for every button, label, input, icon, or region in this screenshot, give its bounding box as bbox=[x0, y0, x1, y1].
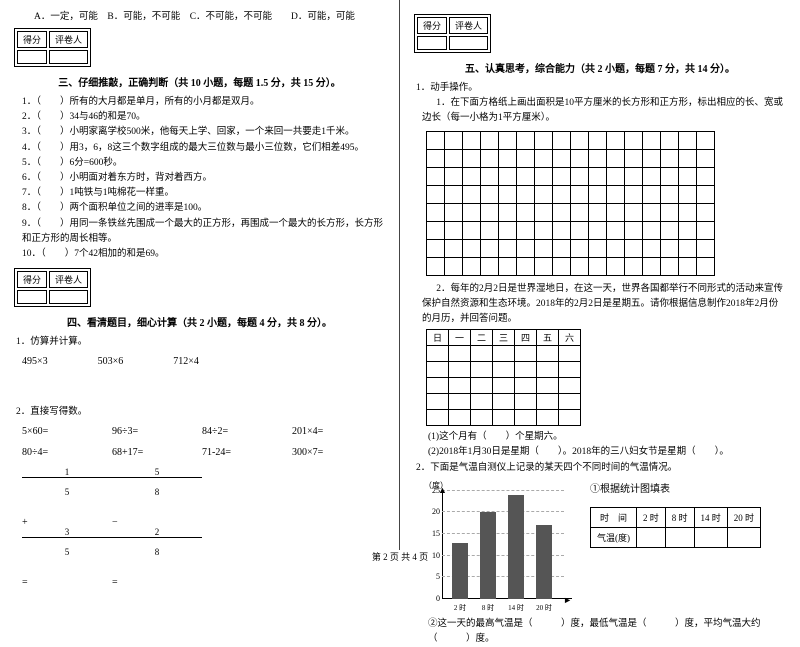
s3-item: 1．（ ）所有的大月都是单月，所有的小月都是双月。 bbox=[22, 95, 385, 110]
s3-item: 6．（ ）小明面对着东方时，背对着西方。 bbox=[22, 171, 385, 186]
section-3-items: 1．（ ）所有的大月都是单月，所有的小月都是双月。 2．（ ）34与46的和是7… bbox=[14, 95, 385, 262]
stat-table: 时 间2 时8 时14 时20 时气温(度) bbox=[590, 507, 761, 548]
right-column: 得分评卷人 五、认真思考，综合能力（共 2 小题，每题 7 分，共 14 分）。… bbox=[400, 0, 800, 550]
s4-q1: 1．仿算并计算。 bbox=[16, 335, 385, 350]
s3-item: 7．（ ）1吨铁与1吨棉花一样重。 bbox=[22, 186, 385, 201]
s5-q1: 1．动手操作。 bbox=[416, 81, 786, 96]
score-label: 得分 bbox=[17, 271, 47, 288]
s3-item: 4．（ ）用3，6，8这三个数字组成的最大三位数与最小三位数，它们相差495。 bbox=[22, 141, 385, 156]
s3-item: 3．（ ）小明家离学校500米，他每天上学、回家，一个来回一共要走1千米。 bbox=[22, 125, 385, 140]
chart-side: ①根据统计图填表 时 间2 时8 时14 时20 时气温(度) bbox=[590, 480, 761, 548]
s3-item: 10．（ ）7个42相加的和是69。 bbox=[22, 247, 385, 262]
calc-cell: 68+17= bbox=[112, 447, 202, 458]
score-label: 得分 bbox=[17, 31, 47, 48]
calc-row: 495×3 503×6 712×4 bbox=[22, 356, 385, 367]
grader-label: 评卷人 bbox=[49, 271, 88, 288]
page-footer: 第 2 页 共 4 页 bbox=[0, 550, 800, 563]
calc-cell: 71-24= bbox=[202, 447, 292, 458]
calendar: 日一二三四五六 bbox=[414, 329, 786, 426]
score-label: 得分 bbox=[417, 17, 447, 34]
score-box-3: 得分评卷人 bbox=[14, 28, 91, 67]
left-column: A．一定，可能 B．可能，不可能 C．不可能，不可能 D．可能，可能 得分评卷人… bbox=[0, 0, 400, 550]
grader-label: 评卷人 bbox=[49, 31, 88, 48]
s5-q3-text: 2．下面是气温自测仪上记录的某天四个不同时间的气温情况。 bbox=[416, 461, 786, 476]
calc-cell: 5×60= bbox=[22, 426, 112, 437]
s5-q2-sub2: (2)2018年1月30日是星期（ ）。2018年的三八妇女节是星期（ ）。 bbox=[428, 445, 786, 460]
calc-cell: 201×4= bbox=[292, 426, 382, 437]
s5-q2-sub1: (1)这个月有（ ）个星期六。 bbox=[428, 430, 786, 445]
section-3-title: 三、仔细推敲，正确判断（共 10 小题，每题 1.5 分，共 15 分）。 bbox=[14, 74, 385, 89]
section-5-title: 五、认真思考，综合能力（共 2 小题，每题 7 分，共 14 分）。 bbox=[414, 60, 786, 75]
score-box-4: 得分评卷人 bbox=[14, 268, 91, 307]
frac-expr-1: 15 + 35 = bbox=[22, 468, 112, 588]
s3-item: 2．（ ）34与46的和是70。 bbox=[22, 110, 385, 125]
section-4-title: 四、看清题目，细心计算（共 2 小题，每题 4 分，共 8 分）。 bbox=[14, 314, 385, 329]
chart-footer: ②这一天的最高气温是（ ）度，最低气温是（ ）度，平均气温大约（ ）度。 bbox=[428, 617, 786, 647]
grader-label: 评卷人 bbox=[449, 17, 488, 34]
calc-cell: 96÷3= bbox=[112, 426, 202, 437]
calc-item: 503×6 bbox=[98, 356, 124, 367]
s3-item: 5．（ ）6分=600秒。 bbox=[22, 156, 385, 171]
calc-cell: 300×7= bbox=[292, 447, 382, 458]
chart-wrap: （度） 05101520252 时8 时14 时20 时►▲ ①根据统计图填表 … bbox=[414, 480, 786, 611]
frac-expr-2: 58 − 28 = bbox=[112, 468, 202, 588]
s5-q1-text: 1．在下面方格纸上画出面积是10平方厘米的长方形和正方形，标出相应的长、宽或边长… bbox=[422, 96, 786, 126]
s3-item: 8．（ ）两个面积单位之间的进率是100。 bbox=[22, 201, 385, 216]
s4-q2: 2．直接写得数。 bbox=[16, 405, 385, 420]
calc-grid: 5×60= 96÷3= 84÷2= 201×4= 80÷4= 68+17= 71… bbox=[22, 426, 385, 598]
calc-cell: 80÷4= bbox=[22, 447, 112, 458]
s5-q2-text: 2．每年的2月2日是世界湿地日，在这一天，世界各国都举行不同形式的活动来宣传保护… bbox=[422, 282, 786, 328]
calc-cell: 84÷2= bbox=[202, 426, 292, 437]
grid-paper bbox=[426, 131, 786, 276]
chart-title: ①根据统计图填表 bbox=[590, 480, 761, 495]
s3-item: 9．（ ）用同一条铁丝先围成一个最大的正方形，再围成一个最大的长方形，长方形和正… bbox=[22, 217, 385, 247]
calc-item: 712×4 bbox=[173, 356, 199, 367]
score-box-5: 得分评卷人 bbox=[414, 14, 491, 53]
mc-options: A．一定，可能 B．可能，不可能 C．不可能，不可能 D．可能，可能 bbox=[34, 8, 385, 22]
calc-item: 495×3 bbox=[22, 356, 48, 367]
